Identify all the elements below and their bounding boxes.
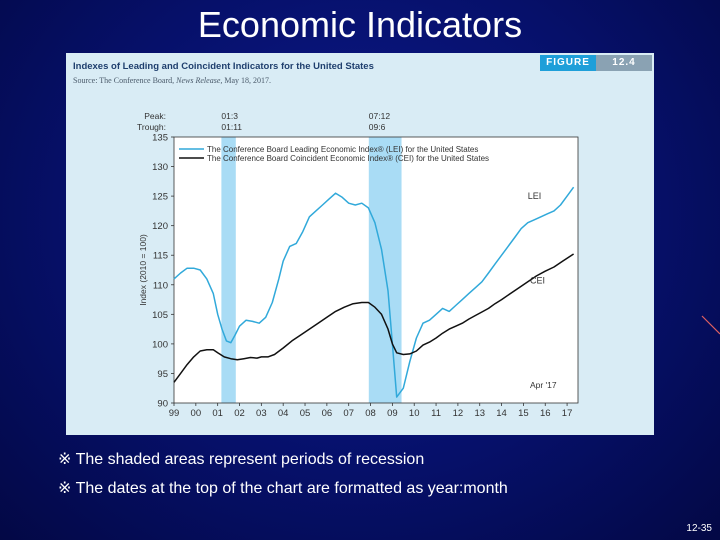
x-tick-label: 07: [343, 408, 354, 419]
x-tick-label: 99: [169, 408, 180, 419]
indicators-line-chart: 90 95 100 105 110 115 120 125 130 135 99 00 01 02 03 04…: [137, 111, 579, 420]
x-tick-label: 03: [256, 408, 267, 419]
recession-peak-date: 01:3: [221, 111, 238, 121]
legend-entry: The Conference Board Coincident Economic…: [207, 154, 489, 163]
lei-annotation: LEI: [528, 191, 542, 201]
figure-source-publication: News Release,: [176, 76, 223, 85]
caption-date-format-note: ※ The dates at the top of the chart are …: [58, 480, 508, 497]
y-tick-label: 95: [157, 369, 168, 380]
y-axis-label: Index (2010 = 100): [138, 234, 148, 306]
x-tick-label: 00: [191, 408, 202, 419]
y-tick-label: 125: [152, 192, 168, 203]
series-layer: [173, 186, 575, 398]
x-tick-label: 02: [234, 408, 245, 419]
peak-header-label: Peak:: [144, 111, 166, 121]
figure-badge-label: FIGURE: [540, 55, 596, 71]
y-tick-label: 110: [153, 280, 168, 291]
figure-title: Indexes of Leading and Coincident Indica…: [73, 61, 374, 72]
caption-recession-note: ※ The shaded areas represent periods of …: [58, 451, 425, 468]
x-tick-label: 05: [300, 408, 311, 419]
x-tick-label: 12: [453, 408, 464, 419]
x-tick-label: 14: [496, 408, 507, 419]
x-tick-label: 10: [409, 408, 420, 419]
y-tick-label: 90: [157, 399, 168, 410]
y-tick-label: 130: [152, 162, 168, 173]
figure-source: Source: The Conference Board, News Relea…: [73, 76, 271, 85]
series-line-lei: [173, 186, 575, 398]
figure-badge-number: 12.4: [596, 55, 652, 71]
series-line-cei: [173, 253, 575, 383]
figure-source-date: May 18, 2017.: [224, 76, 272, 85]
x-tick-label: 11: [431, 408, 441, 419]
tick-layer: 90 95 100 105 110 115 120 125 130 135 99 00 01 02 03 04…: [152, 133, 572, 420]
y-tick-label: 120: [152, 221, 168, 232]
x-tick-label: 13: [474, 408, 485, 419]
x-tick-label: 17: [562, 408, 573, 419]
x-tick-label: 08: [365, 408, 376, 419]
legend-entry: The Conference Board Leading Economic In…: [207, 145, 478, 154]
figure-badge: FIGURE 12.4: [540, 55, 652, 71]
page-number: 12-35: [686, 523, 712, 534]
recession-trough-date: 09:6: [369, 122, 386, 132]
x-tick-label: 04: [278, 408, 289, 419]
chart-label-layer: Index (2010 = 100) The Conference Board L…: [137, 111, 557, 390]
y-tick-label: 100: [152, 339, 168, 350]
x-tick-label: 01: [212, 408, 223, 419]
x-tick-label: 06: [322, 408, 333, 419]
slide-title: Economic Indicators: [197, 4, 523, 45]
recession-trough-date: 01:11: [221, 122, 242, 132]
figure-panel: Indexes of Leading and Coincident Indica…: [66, 53, 654, 435]
x-tick-label: 16: [540, 408, 551, 419]
end-date-annotation: Apr '17: [530, 380, 557, 390]
trough-header-label: Trough:: [137, 122, 166, 132]
plot-frame: [173, 136, 579, 404]
figure-source-prefix: Source: The Conference Board,: [73, 76, 175, 85]
recession-peak-date: 07:12: [369, 111, 391, 121]
y-tick-label: 105: [152, 310, 168, 321]
cei-annotation: CEI: [530, 276, 545, 286]
x-tick-label: 15: [518, 408, 529, 419]
y-tick-label: 135: [152, 133, 168, 144]
y-tick-label: 115: [153, 251, 168, 262]
x-tick-label: 09: [387, 408, 398, 419]
